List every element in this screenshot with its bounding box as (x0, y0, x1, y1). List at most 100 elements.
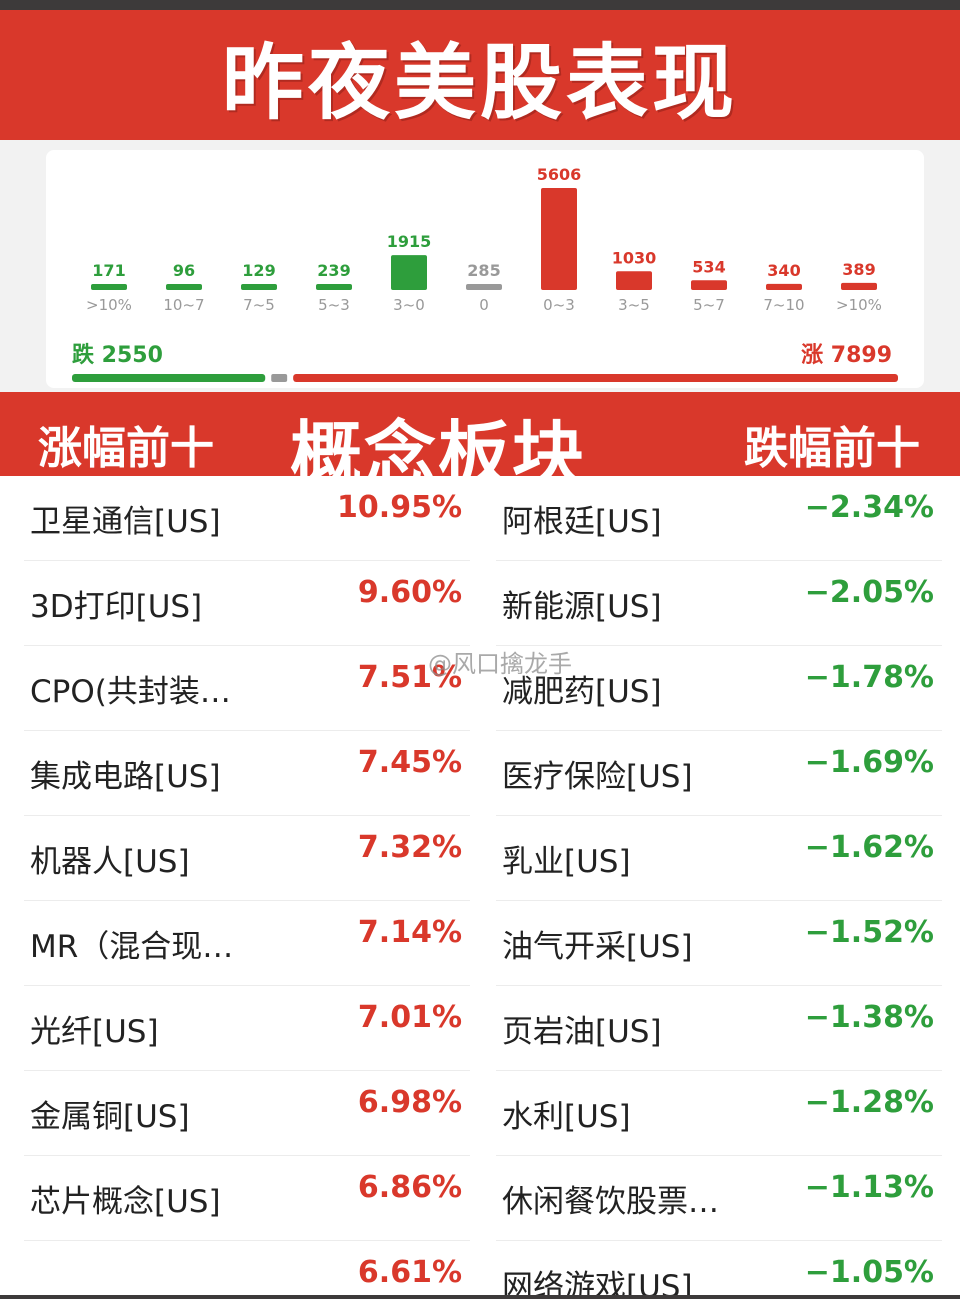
page-title: 昨夜美股表现 (221, 35, 738, 131)
distribution-chart: 171 >10% 96 10~7 129 7~5 239 5~3 1915 3~0 285 0 5606… (72, 165, 898, 382)
list-item[interactable]: 医疗保险[US] −1.69% (496, 731, 942, 816)
sector-name: 页岩油[US] (502, 1014, 662, 1050)
bar-value-label: 340 (767, 261, 800, 280)
category-label: >10% (86, 296, 132, 314)
bar-9 (766, 283, 802, 290)
change-percent: 6.86% (357, 1170, 462, 1205)
sector-name: 减肥药[US] (502, 674, 662, 710)
distribution-chart-card: 171 >10% 96 10~7 129 7~5 239 5~3 1915 3~0 285 0 5606… (46, 150, 924, 388)
category-label: 7~10 (763, 296, 804, 314)
change-percent: −1.38% (804, 1000, 934, 1035)
change-percent: 10.95% (337, 490, 462, 525)
list-item[interactable]: 机器人[US] 7.32% (24, 816, 470, 901)
category-label: 3~5 (618, 296, 650, 314)
sector-name: 芯片概念[US] (30, 1184, 221, 1220)
change-percent: −1.28% (804, 1085, 934, 1120)
gainers-heading: 涨幅前十 (38, 423, 214, 474)
section-banner: 涨幅前十 概念板块 跌幅前十 (0, 392, 960, 497)
sector-name: 乳业[US] (502, 844, 631, 880)
list-item[interactable]: 新能源[US] −2.05% (496, 561, 942, 646)
bar-value-label: 1030 (612, 248, 657, 267)
category-label: 5~3 (318, 296, 350, 314)
flat-proportion-bar (271, 374, 288, 382)
sector-name: 医疗保险[US] (502, 759, 693, 795)
bar-value-label: 96 (173, 261, 195, 280)
change-percent: 7.45% (357, 745, 462, 780)
sector-name: 金属铜[US] (30, 1099, 190, 1135)
sector-name: 卫星通信[US] (30, 504, 221, 540)
category-label: 0 (479, 296, 489, 314)
list-item[interactable]: 水利[US] −1.28% (496, 1071, 942, 1156)
sector-name: 光纤[US] (30, 1014, 159, 1050)
list-item[interactable]: 页岩油[US] −1.38% (496, 986, 942, 1071)
sector-name: 休闲餐饮股票… (502, 1184, 719, 1220)
losers-list: 阿根廷[US] −2.34% 新能源[US] −2.05% 减肥药[US] −1.78… (496, 476, 942, 1295)
list-item[interactable]: 卫星通信[US] 10.95% (24, 476, 470, 561)
sector-name: 油气开采[US] (502, 929, 693, 965)
bar-value-label: 389 (842, 260, 875, 279)
change-percent: −2.05% (804, 575, 934, 610)
change-percent: 7.14% (357, 915, 462, 950)
bar-value-label: 534 (692, 257, 725, 276)
down-proportion-bar (72, 374, 266, 382)
up-proportion-bar (293, 374, 898, 382)
bar-value-label: 285 (467, 261, 500, 280)
gainers-list: 卫星通信[US] 10.95% 3D打印[US] 9.60% CPO(共封装… 7.5… (24, 476, 470, 1295)
bar-value-label: 239 (317, 261, 350, 280)
list-item[interactable]: MR（混合现… 7.14% (24, 901, 470, 986)
sector-name: 阿根廷[US] (502, 504, 662, 540)
list-item[interactable]: 金属铜[US] 6.98% (24, 1071, 470, 1156)
watermark: @风口擒龙手 (428, 650, 572, 678)
bar-6 (541, 188, 577, 290)
sector-name: 机器人[US] (30, 844, 190, 880)
category-label: 10~7 (163, 296, 204, 314)
bar-5 (466, 284, 502, 290)
list-item[interactable]: 休闲餐饮股票… −1.13% (496, 1156, 942, 1241)
list-item[interactable]: 油气开采[US] −1.52% (496, 901, 942, 986)
change-percent: −1.69% (804, 745, 934, 780)
change-percent: 9.60% (357, 575, 462, 610)
sector-name: 集成电路[US] (30, 759, 221, 795)
bar-1 (166, 284, 202, 290)
down-total-label: 跌 2550 (72, 343, 163, 368)
list-item[interactable]: CPO(共封装… 7.51% (24, 646, 470, 731)
sector-tables: 卫星通信[US] 10.95% 3D打印[US] 9.60% CPO(共封装… 7.5… (0, 476, 960, 1295)
screenshot-frame: 昨夜美股表现 171 >10% 96 10~7 129 7~5 239 5~3 1915 3~0 2… (0, 10, 960, 1295)
list-item[interactable]: 集成电路[US] 7.45% (24, 731, 470, 816)
change-percent: −1.62% (804, 830, 934, 865)
bar-value-label: 1915 (387, 232, 432, 251)
change-percent: −1.52% (804, 915, 934, 950)
category-label: >10% (836, 296, 882, 314)
change-percent: 7.01% (357, 1000, 462, 1035)
category-label: 7~5 (243, 296, 275, 314)
sector-name: MR（混合现… (30, 929, 234, 965)
bar-8 (691, 280, 727, 290)
sector-name: CPO(共封装… (30, 674, 231, 710)
sector-name: 网络游戏[US] (502, 1269, 693, 1295)
list-item[interactable]: 乳业[US] −1.62% (496, 816, 942, 901)
change-percent: −1.13% (804, 1170, 934, 1205)
change-percent: −1.78% (804, 660, 934, 695)
bar-3 (316, 284, 352, 290)
list-item[interactable]: 3D打印[US] 9.60% (24, 561, 470, 646)
category-label: 5~7 (693, 296, 725, 314)
category-label: 3~0 (393, 296, 425, 314)
list-item[interactable]: 光纤[US] 7.01% (24, 986, 470, 1071)
list-item[interactable]: 减肥药[US] −1.78% (496, 646, 942, 731)
change-percent: 7.32% (357, 830, 462, 865)
bar-value-label: 129 (242, 261, 275, 280)
change-percent: 7.51% (357, 660, 462, 695)
change-percent: 6.98% (357, 1085, 462, 1120)
title-banner: 昨夜美股表现 (0, 10, 960, 140)
list-item[interactable]: 6.61% (24, 1241, 470, 1295)
bar-0 (91, 284, 127, 290)
bar-value-label: 5606 (537, 165, 582, 184)
list-item[interactable]: 芯片概念[US] 6.86% (24, 1156, 470, 1241)
up-total-label: 涨 7899 (801, 343, 892, 368)
change-percent: −2.34% (804, 490, 934, 525)
change-percent: 6.61% (357, 1255, 462, 1290)
list-item[interactable]: 阿根廷[US] −2.34% (496, 476, 942, 561)
list-item[interactable]: 网络游戏[US] −1.05% (496, 1241, 942, 1295)
sector-name: 水利[US] (502, 1099, 631, 1135)
bar-2 (241, 284, 277, 290)
